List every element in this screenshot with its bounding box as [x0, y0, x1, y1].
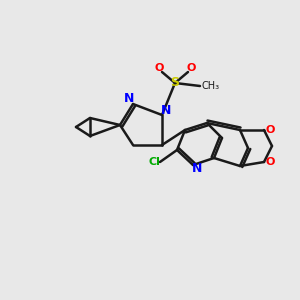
Text: O: O [265, 125, 275, 135]
Text: N: N [124, 92, 134, 106]
Text: Cl: Cl [148, 157, 160, 167]
Text: O: O [186, 63, 196, 73]
Text: N: N [192, 161, 202, 175]
Text: CH₃: CH₃ [202, 81, 220, 91]
Text: O: O [154, 63, 164, 73]
Text: S: S [170, 76, 179, 88]
Text: N: N [161, 104, 171, 118]
Text: O: O [265, 157, 275, 167]
